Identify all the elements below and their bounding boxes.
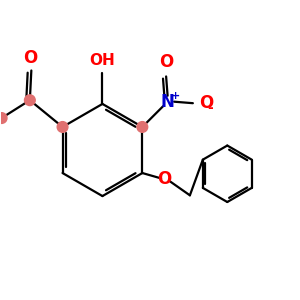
Text: N: N: [161, 93, 175, 111]
Circle shape: [25, 95, 35, 106]
Text: O: O: [23, 49, 37, 67]
Text: OH: OH: [90, 53, 115, 68]
Text: O: O: [158, 170, 172, 188]
Text: -: -: [207, 100, 213, 115]
Text: O: O: [199, 94, 213, 112]
Circle shape: [57, 122, 68, 132]
Circle shape: [137, 122, 148, 132]
Text: +: +: [170, 91, 180, 101]
Text: O: O: [159, 53, 173, 71]
Circle shape: [0, 113, 7, 123]
